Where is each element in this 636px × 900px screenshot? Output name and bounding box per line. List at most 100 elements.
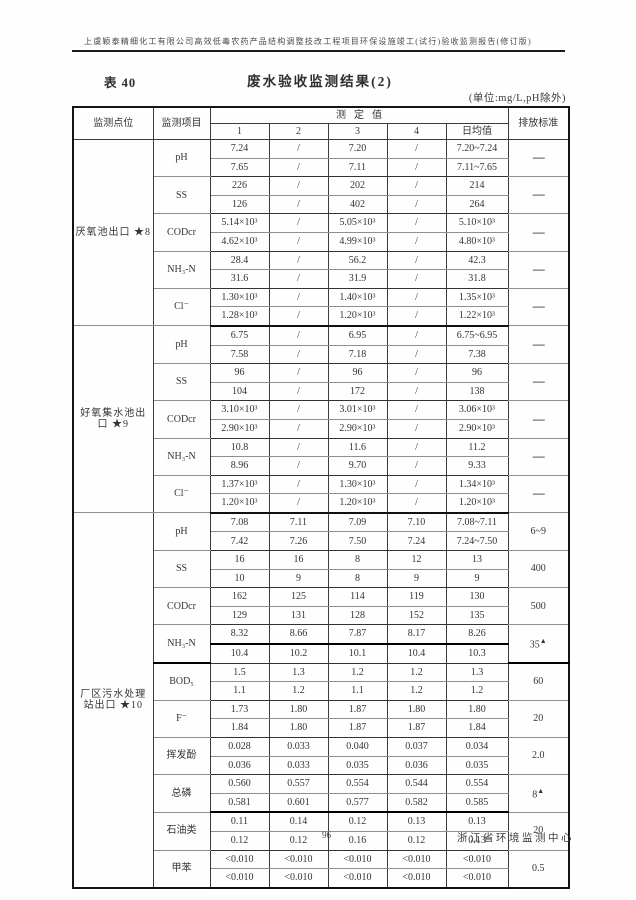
measurement-cell: 6.95 xyxy=(327,325,388,346)
table-row: 1.28×10³/1.20×10³/1.22×10³ xyxy=(73,306,569,327)
parameter-cell: pH xyxy=(152,512,211,552)
table-row: 31.6/31.9/31.8 xyxy=(73,269,569,289)
measurement-cell: 0.581 xyxy=(209,793,270,814)
measurement-cell: 0.028 xyxy=(209,737,270,757)
table-row: 1.20×10³/1.20×10³/1.20×10³ xyxy=(73,493,569,514)
measurement-cell: 10 xyxy=(209,569,270,589)
standard-cell: 0.5 xyxy=(507,850,570,889)
table-row: 0.581 0.601 0.577 0.582 0.585 xyxy=(73,793,569,814)
measurement-cell: 9.33 xyxy=(445,456,509,476)
measurement-cell: 0.13 xyxy=(386,812,447,832)
parameter-cell: SS xyxy=(152,176,211,215)
measurement-cell: 10.4 xyxy=(386,644,447,664)
standard-cell: 8▲ xyxy=(507,774,570,813)
measurement-cell: / xyxy=(268,288,329,308)
measurement-cell: / xyxy=(386,419,447,439)
measurement-cell: 0.035 xyxy=(327,756,388,776)
measurement-cell: / xyxy=(386,251,447,271)
measurement-cell: 6.75~6.95 xyxy=(445,325,509,346)
measurement-cell: / xyxy=(386,475,447,495)
measurement-cell: / xyxy=(386,232,447,252)
table-row: 4.62×10³/4.99×10³/4.80×10³ xyxy=(73,232,569,252)
parameter-cell: Cl⁻ xyxy=(152,288,211,327)
measurement-cell: 13 xyxy=(445,550,509,570)
measurement-cell: 1.3 xyxy=(268,663,329,683)
measurement-cell: 1.30×10³ xyxy=(209,288,270,308)
measurement-cell: 2.90×10³ xyxy=(209,419,270,439)
standard-cell: — xyxy=(507,400,570,439)
measurement-cell: 56.2 xyxy=(327,251,388,271)
measurement-cell: / xyxy=(268,306,329,327)
measurement-cell: / xyxy=(386,158,447,178)
table-row: CODcr 3.10×10³/3.01×10³/3.06×10³ — xyxy=(73,400,570,439)
location-cell: 厂区污水处理站出口 ★10 xyxy=(72,512,154,889)
table-row: SS 96/96/96— xyxy=(73,363,570,402)
measurement-cell: 0.13 xyxy=(445,812,509,832)
measurement-cell: 128 xyxy=(327,606,388,626)
measurement-cell: 16 xyxy=(268,550,329,570)
measurement-cell: 7.20 xyxy=(327,139,388,159)
column-header-value: 2 xyxy=(268,123,329,140)
measurement-cell: 8.66 xyxy=(268,624,329,646)
measurement-cell: 7.24 xyxy=(209,139,270,159)
column-header-standard: 排放标准 xyxy=(507,107,570,140)
measurement-cell: 7.24~7.50 xyxy=(445,531,509,552)
standard-cell: — xyxy=(507,325,570,365)
measurement-cell: <0.010 xyxy=(209,850,270,870)
parameter-cell: NH₃-N xyxy=(152,438,211,476)
measurement-cell: 0.036 xyxy=(386,756,447,776)
measurement-cell: / xyxy=(268,213,329,233)
measurement-cell: 0.12 xyxy=(268,831,329,851)
measurement-cell: 138 xyxy=(445,382,509,402)
standard-cell: 400 xyxy=(507,550,570,589)
measurement-cell: / xyxy=(268,456,329,476)
measurement-cell: 0.557 xyxy=(268,774,329,794)
measurement-cell: 7.20~7.24 xyxy=(445,139,509,159)
measurement-cell: 8 xyxy=(327,550,388,570)
column-header-value: 4 xyxy=(386,123,447,140)
measurement-cell: 11.2 xyxy=(445,438,509,458)
measurement-cell: 3.10×10³ xyxy=(209,400,270,420)
measurement-cell: 1.2 xyxy=(327,663,388,683)
parameter-cell: 挥发酚 xyxy=(152,737,211,776)
parameter-cell: CODcr xyxy=(152,213,211,252)
measurement-cell: 1.22×10³ xyxy=(445,306,509,327)
measurement-cell: 0.554 xyxy=(327,774,388,794)
measurement-cell: 131 xyxy=(268,606,329,626)
measurement-cell: 264 xyxy=(445,195,509,215)
measurement-cell: 129 xyxy=(209,606,270,626)
measurement-cell: 1.2 xyxy=(445,681,509,701)
measurement-cell: 114 xyxy=(327,587,388,607)
measurement-cell: 96 xyxy=(327,363,388,383)
table-row: BOD₅ 1.5 1.3 1.2 1.2 1.3 60 xyxy=(73,663,570,701)
measurement-cell: / xyxy=(386,438,447,458)
measurement-cell: / xyxy=(268,251,329,271)
table-row: Cl⁻ 1.30×10³/1.40×10³/1.35×10³ — xyxy=(73,288,570,327)
measurement-cell: 0.033 xyxy=(268,756,329,776)
measurement-cell: / xyxy=(268,232,329,252)
measurement-cell: 7.08~7.11 xyxy=(445,512,509,533)
header-row-1: 监测点位 监测项目 测定值 排放标准 xyxy=(72,107,570,140)
measurement-cell: / xyxy=(386,176,447,196)
measurement-cell: 0.036 xyxy=(209,756,270,776)
table-row: 0.12 0.12 0.16 0.12 0.13 xyxy=(73,831,569,851)
standard-cell: — xyxy=(507,363,570,402)
measurement-cell: <0.010 xyxy=(445,868,509,889)
table-row: 总磷 0.560 0.557 0.554 0.544 0.554 8▲ xyxy=(73,774,570,813)
measurement-cell: 0.13 xyxy=(445,831,509,851)
measurement-cell: 1.84 xyxy=(445,718,509,738)
measurement-cell: 0.034 xyxy=(445,737,509,757)
measurement-cell: 1.30×10³ xyxy=(327,475,388,495)
measurement-cell: / xyxy=(386,400,447,420)
column-header-measured: 测定值 xyxy=(209,107,509,124)
measurement-cell: 1.87 xyxy=(327,718,388,738)
measurement-cell: 31.6 xyxy=(209,269,270,289)
measurement-cell: 8.32 xyxy=(209,624,270,646)
table-row: 7.42 7.26 7.50 7.24 7.24~7.50 xyxy=(73,531,569,552)
parameter-cell: CODcr xyxy=(152,400,211,439)
measurement-cell: 8.26 xyxy=(445,624,509,646)
table-row: 126/402/264 xyxy=(73,195,569,215)
measurement-cell: 9 xyxy=(386,569,447,589)
measurement-cell: 3.01×10³ xyxy=(327,400,388,420)
measurement-cell: 28.4 xyxy=(209,251,270,271)
